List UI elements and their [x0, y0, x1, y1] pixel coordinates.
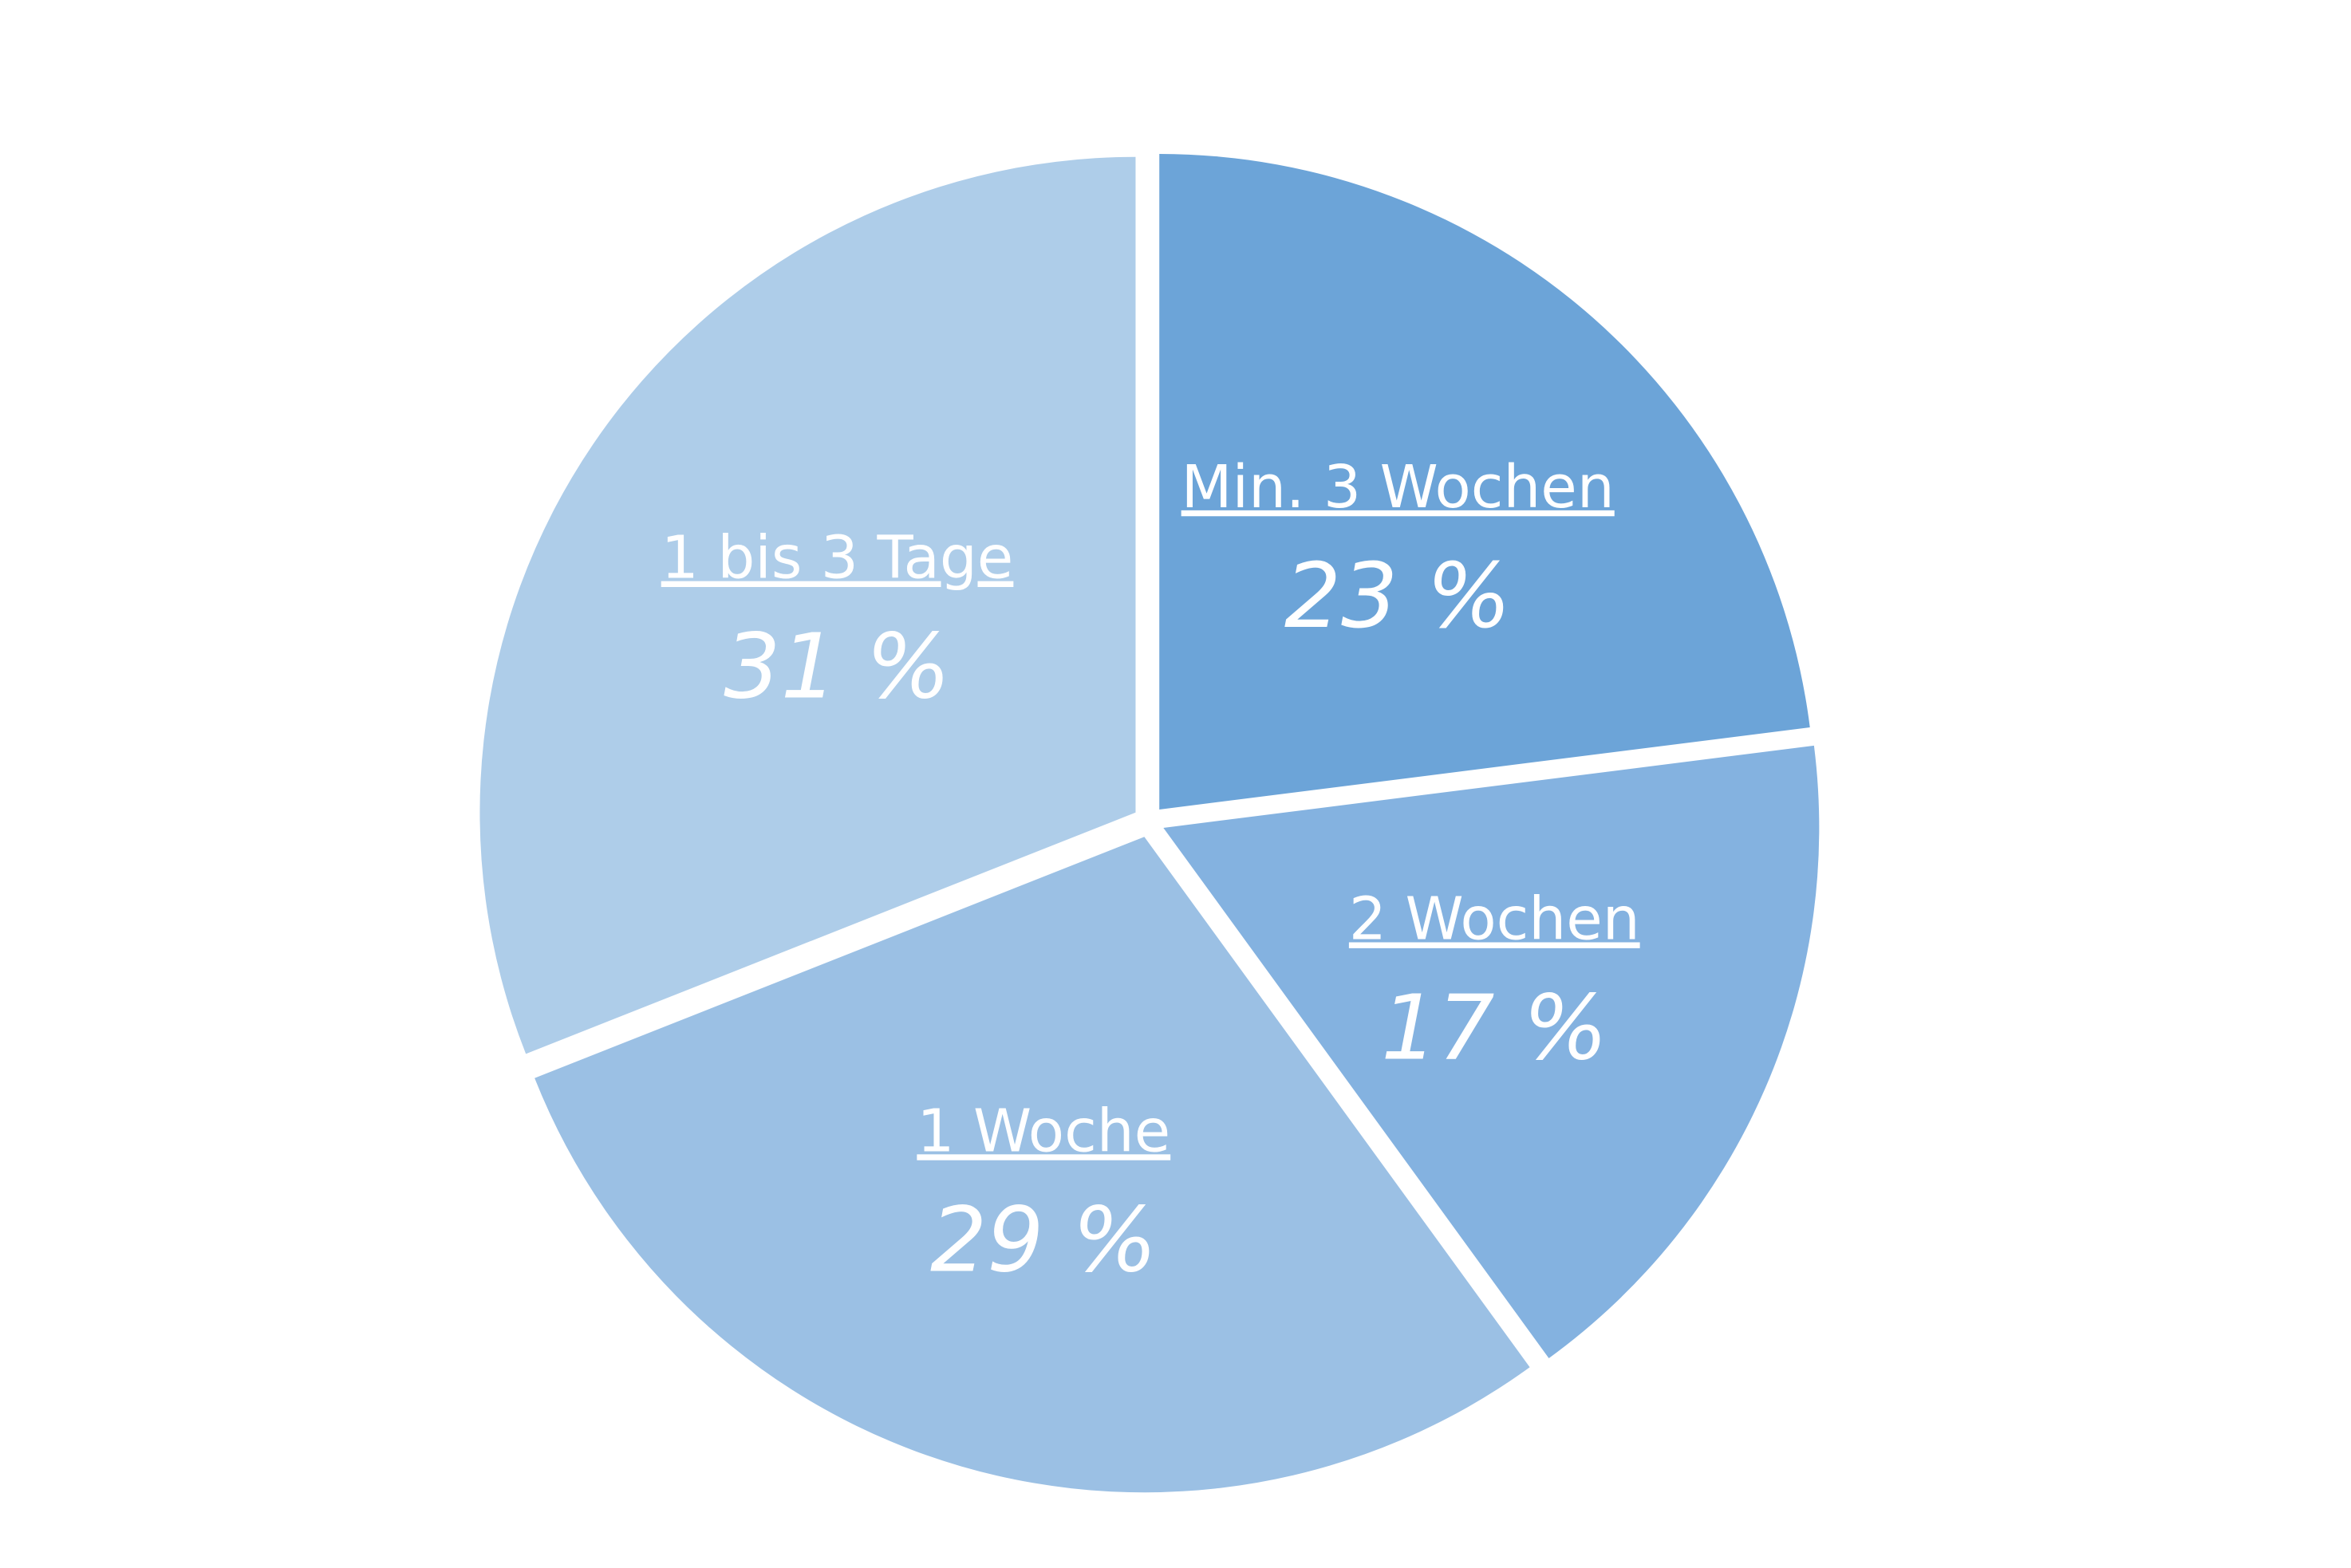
pie-slice: [1159, 153, 1810, 810]
slice-category: Min. 3 Wochen: [1181, 453, 1615, 522]
pie-slice: [1163, 745, 1820, 1358]
slice-value-label: 29 %: [930, 1188, 1158, 1292]
slice-value-label: 23 %: [1284, 545, 1512, 648]
slice-category: 2 Wochen: [1349, 884, 1640, 953]
pie-slice: [479, 156, 1136, 1054]
slice-value-label: 31 %: [724, 616, 951, 719]
slice-value-label: 17 %: [1381, 976, 1608, 1080]
pie-slice: [534, 837, 1530, 1493]
slice-category: 1 Woche: [917, 1097, 1170, 1165]
slice-category: 1 bis 3 Tage: [661, 524, 1014, 593]
